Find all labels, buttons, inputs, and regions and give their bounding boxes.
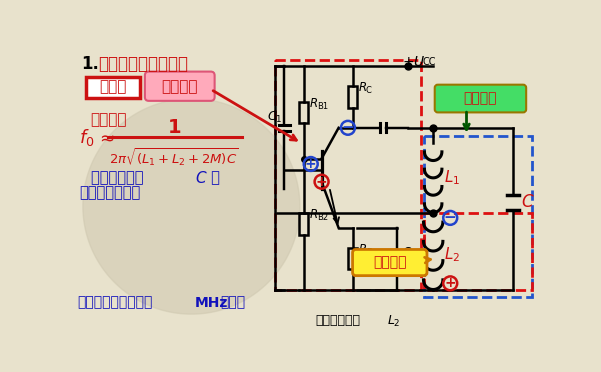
Polygon shape: [83, 99, 300, 314]
Bar: [299, 102, 308, 123]
Text: $\approx$: $\approx$: [96, 128, 115, 146]
Text: 通常改变电容: 通常改变电容: [91, 170, 148, 185]
Text: $L_2$: $L_2$: [444, 246, 460, 264]
Text: 反馈电压取自: 反馈电压取自: [316, 314, 361, 327]
Text: $R$: $R$: [309, 97, 318, 110]
Text: 来: 来: [206, 170, 220, 185]
Text: $L_1$: $L_1$: [444, 169, 460, 187]
Text: 放大电路: 放大电路: [162, 79, 198, 94]
Text: $C_1$: $C_1$: [267, 110, 283, 125]
Text: −: −: [341, 120, 355, 135]
Text: 以下。: 以下。: [220, 296, 245, 310]
Text: 电感三点式振荡电路: 电感三点式振荡电路: [99, 55, 188, 73]
Text: $C$: $C$: [520, 193, 534, 212]
FancyBboxPatch shape: [86, 77, 140, 98]
Text: $R$: $R$: [358, 243, 367, 256]
Text: $C$: $C$: [195, 170, 208, 186]
Text: 1: 1: [168, 118, 181, 137]
Text: 1.: 1.: [81, 55, 99, 73]
Text: +: +: [444, 276, 456, 290]
Bar: [299, 213, 308, 235]
Text: E: E: [366, 248, 371, 257]
Text: 正反馈: 正反馈: [99, 80, 127, 94]
Bar: [424, 212, 532, 289]
Text: $+U$: $+U$: [402, 55, 426, 70]
Text: 振荡频率: 振荡频率: [91, 112, 127, 127]
Text: 调节振荡频率。: 调节振荡频率。: [79, 185, 140, 200]
Bar: [424, 135, 532, 297]
Text: $R$: $R$: [309, 208, 318, 221]
Bar: [348, 86, 357, 108]
Text: B1: B1: [317, 102, 328, 111]
Text: MHz: MHz: [195, 296, 228, 310]
Text: 振荡频率一般在几十: 振荡频率一般在几十: [78, 296, 153, 310]
Text: E: E: [410, 251, 415, 260]
Text: 选频电路: 选频电路: [464, 92, 497, 106]
FancyBboxPatch shape: [353, 250, 427, 276]
FancyBboxPatch shape: [435, 85, 526, 112]
Text: +: +: [316, 175, 328, 189]
Text: $L_2$: $L_2$: [388, 314, 401, 329]
Text: +: +: [305, 157, 317, 171]
Bar: [348, 248, 357, 269]
Text: $2\pi\sqrt{(L_1+L_2+2M)C}$: $2\pi\sqrt{(L_1+L_2+2M)C}$: [109, 147, 239, 169]
Text: C: C: [366, 86, 371, 95]
Text: −: −: [444, 211, 457, 225]
Text: CC: CC: [423, 57, 436, 67]
FancyBboxPatch shape: [145, 71, 215, 101]
Text: 反馈网络: 反馈网络: [373, 256, 406, 270]
Text: B2: B2: [317, 214, 328, 222]
Text: $f_0$: $f_0$: [79, 126, 94, 148]
Text: $R$: $R$: [358, 81, 367, 94]
Text: $C$: $C$: [402, 246, 412, 259]
Bar: [275, 60, 421, 289]
